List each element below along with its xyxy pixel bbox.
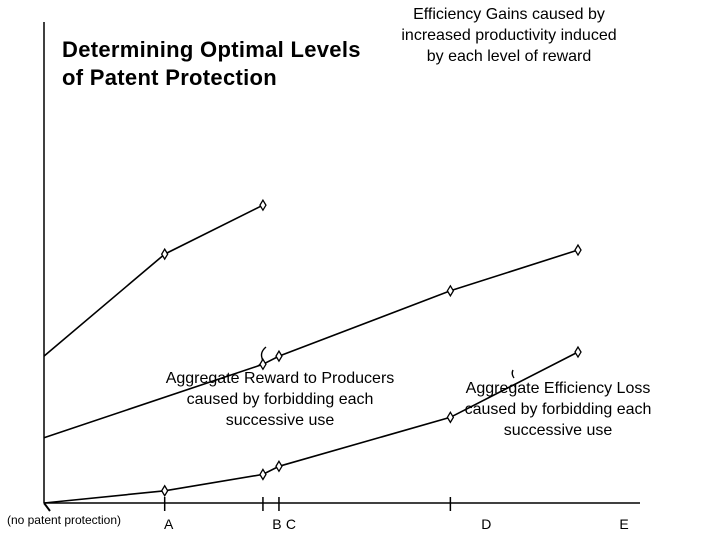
loss-caption-leader (511, 369, 515, 379)
chart-title: Determining Optimal Levels of Patent Pro… (62, 37, 361, 90)
aggregate-reward-point (446, 284, 455, 298)
x-tick-label-e: E (619, 516, 629, 532)
aggregate-efficiency-loss-point (446, 411, 455, 424)
x-tick-label-a: A (164, 516, 174, 532)
series-lines (43, 204, 579, 504)
series-markers (160, 198, 582, 498)
origin-note: (no patent protection) (6, 513, 122, 527)
origin-tick (43, 502, 51, 512)
aggregate-reward-point (574, 243, 582, 257)
x-tick-label-d: D (481, 516, 492, 532)
aggregate-reward-point (275, 349, 283, 363)
aggregate-efficiency-loss-point (574, 345, 582, 359)
efficiency-gains-line (43, 204, 264, 357)
efficiency-gains-point (160, 247, 169, 261)
efficiency-gains-caption: Efficiency Gains caused by increased pro… (401, 6, 617, 65)
aggregate-reward-point (259, 358, 267, 371)
aggregate-reward-caption: Aggregate Reward to Producers caused by … (165, 370, 395, 429)
axes (43, 22, 640, 512)
aggregate-efficiency-loss-point (160, 484, 169, 498)
aggregate-efficiency-loss-line (43, 351, 579, 504)
aggregate-efficiency-loss-point (259, 468, 267, 481)
aggregate-efficiency-loss-point (275, 460, 283, 473)
x-tick-label-b: B (272, 516, 282, 532)
efficiency-gains-point (259, 198, 267, 212)
aggregate-loss-caption: Aggregate Efficiency Loss caused by forb… (464, 380, 652, 439)
x-tick-label-c: C (285, 516, 297, 532)
